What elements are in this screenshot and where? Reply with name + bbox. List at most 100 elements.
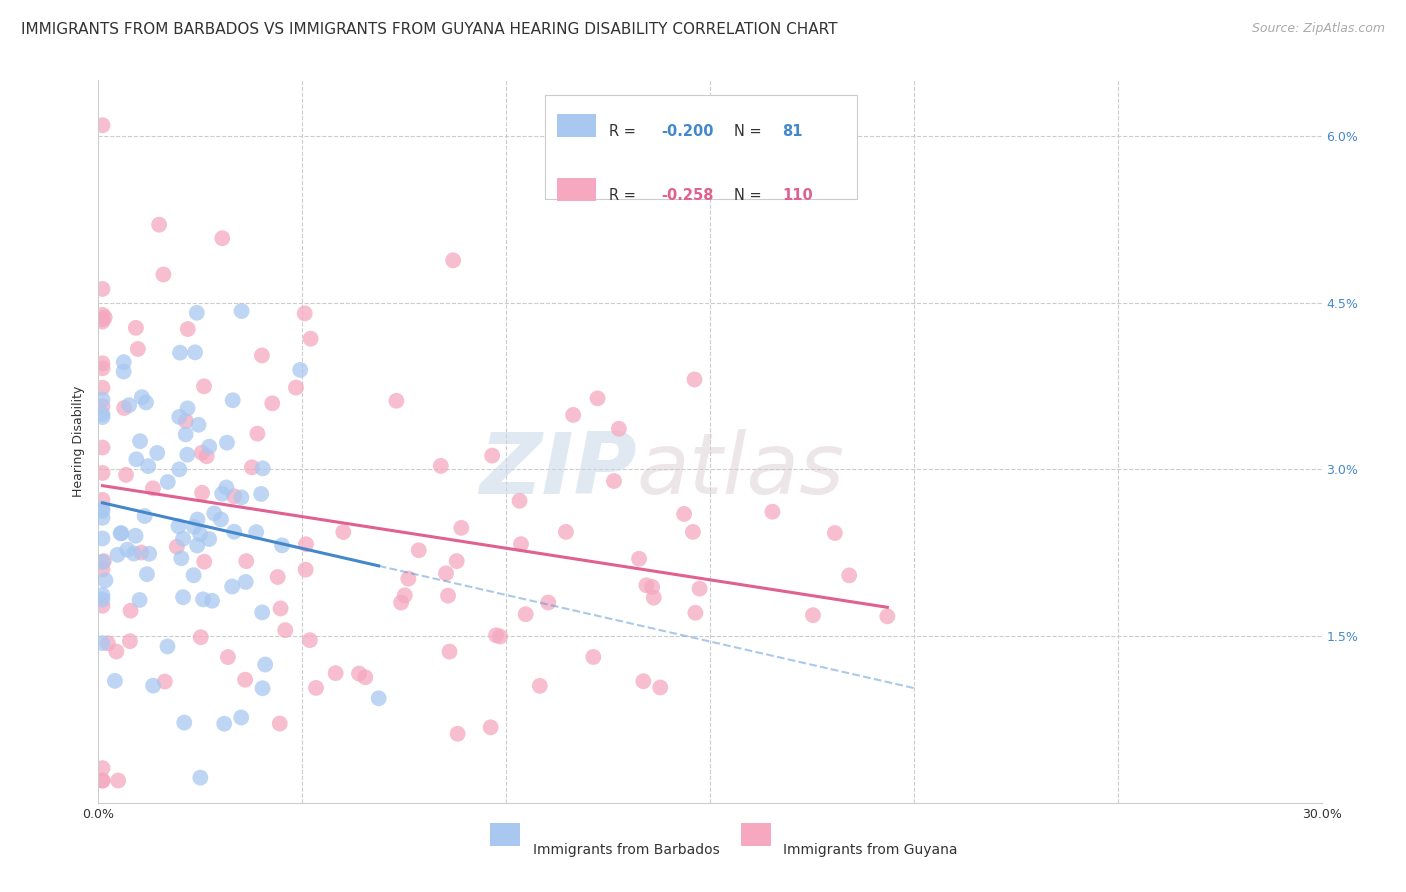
Point [167,519,190,533]
Point [156,640,179,654]
Point [188,527,211,541]
Point [198,440,221,454]
Point [122,547,145,561]
Point [195,450,218,464]
Point [93,310,115,325]
Point [91,407,114,421]
Point [224,524,246,539]
Point [136,567,159,582]
Point [176,401,198,416]
Point [305,681,328,695]
Point [91,399,114,413]
Point [91,361,114,376]
Point [650,681,672,695]
Point [91,501,114,516]
Point [148,218,170,232]
Point [183,568,205,582]
Point [254,657,277,672]
Point [91,588,114,602]
Point [117,542,139,557]
Text: 110: 110 [782,188,813,203]
Point [131,390,153,404]
Point [166,540,188,554]
Point [91,466,114,480]
Point [134,509,156,524]
Point [607,422,630,436]
Point [97,636,120,650]
Point [91,636,114,650]
Point [215,435,238,450]
Point [262,396,284,410]
Point [430,458,453,473]
Text: ZIP: ZIP [479,429,637,512]
Point [683,372,706,386]
FancyBboxPatch shape [546,95,856,200]
Point [285,381,308,395]
Point [91,118,114,132]
Point [167,409,190,424]
Text: Immigrants from Guyana: Immigrants from Guyana [783,843,957,856]
Point [142,679,165,693]
Point [104,673,127,688]
Point [174,427,197,442]
Point [211,487,233,501]
Point [233,673,256,687]
Point [641,580,664,594]
Point [91,761,114,775]
Text: -0.258: -0.258 [661,188,714,203]
Point [91,282,114,296]
Point [107,548,129,562]
Point [212,716,235,731]
Point [385,393,408,408]
Point [172,532,194,546]
Point [515,607,537,622]
Point [271,538,294,552]
Point [91,308,114,322]
Point [91,312,114,326]
Point [124,529,146,543]
Point [91,381,114,395]
Point [628,551,651,566]
Point [489,630,512,644]
Point [125,452,148,467]
Point [562,408,585,422]
Point [221,580,243,594]
Point [441,253,464,268]
Point [176,448,198,462]
Point [636,578,658,592]
Text: -0.200: -0.200 [661,124,714,138]
Point [115,467,138,482]
Point [250,487,273,501]
Point [112,401,135,415]
Point [439,645,461,659]
FancyBboxPatch shape [741,823,772,847]
Point [555,524,578,539]
Point [838,568,860,582]
Point [479,720,502,734]
Point [186,512,208,526]
Point [127,342,149,356]
Point [801,608,824,623]
Point [129,545,152,559]
Point [231,491,253,505]
Text: 81: 81 [782,124,803,138]
Point [91,392,114,407]
Point [481,449,503,463]
Point [446,554,468,568]
Point [231,304,253,318]
Point [367,691,389,706]
Text: R =: R = [609,188,640,203]
Point [91,562,114,576]
Point [603,474,626,488]
Point [633,674,655,689]
Point [184,345,207,359]
Point [299,332,322,346]
Point [120,604,142,618]
Point [188,771,211,785]
Point [187,417,209,432]
Point [91,356,114,370]
Point [118,634,141,648]
Point [156,475,179,489]
Point [169,462,191,476]
Point [129,434,152,449]
